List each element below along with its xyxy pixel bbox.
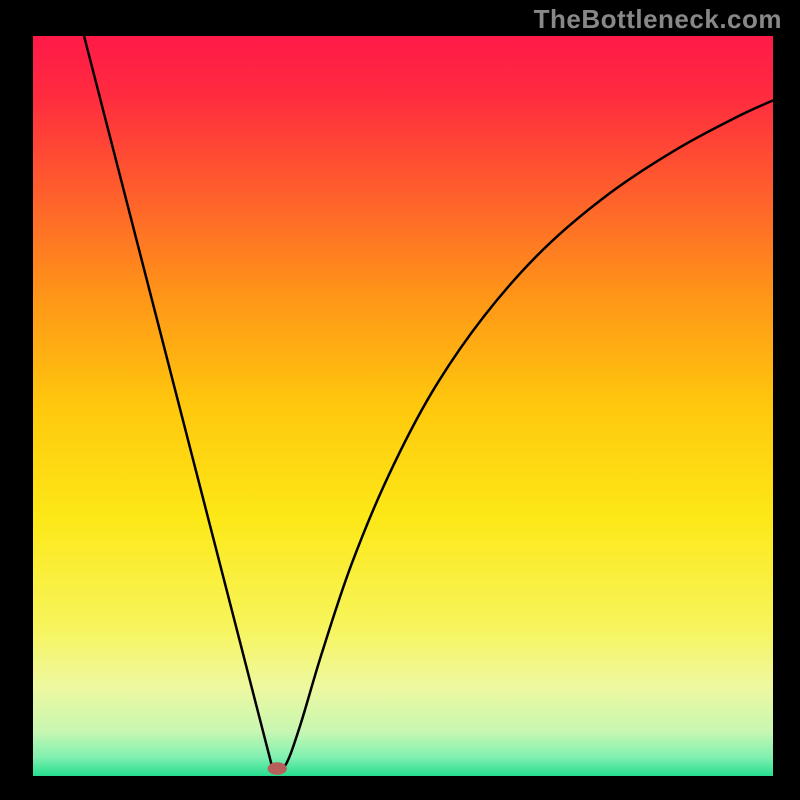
minimum-marker <box>268 762 287 775</box>
chart-frame: TheBottleneck.com <box>0 0 800 800</box>
plot-background <box>33 36 773 776</box>
bottleneck-chart <box>0 0 800 800</box>
